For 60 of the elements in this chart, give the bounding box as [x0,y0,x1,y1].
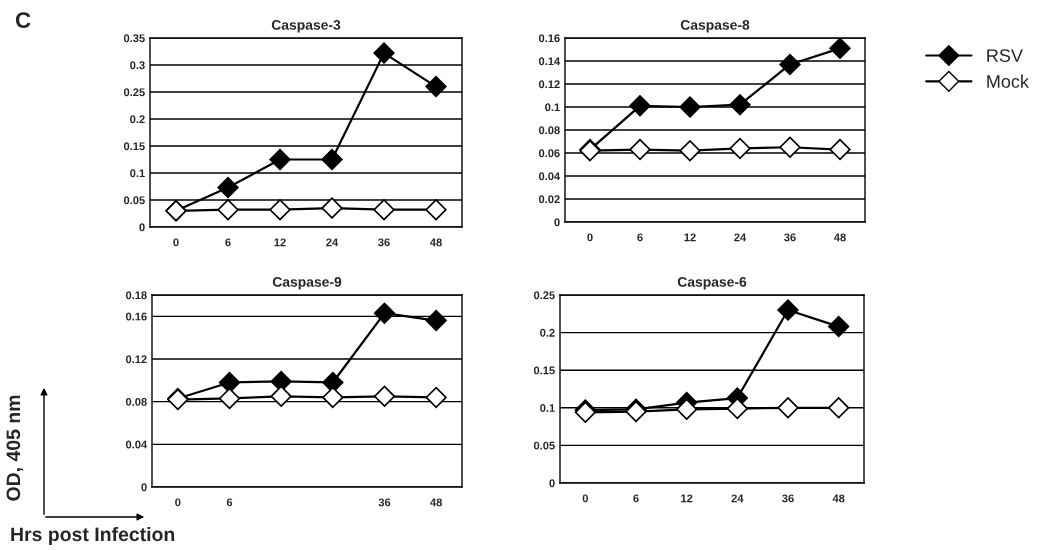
y-tick-label: 0.25 [123,88,145,97]
x-tick-label: 36 [782,494,794,503]
y-tick-label: 0.35 [123,34,145,43]
y-tick-label: 0.14 [538,57,561,66]
x-tick-label: 24 [731,494,744,503]
x-tick-label: 0 [582,494,588,503]
y-tick-label: 0 [554,218,560,227]
x-tick-label: 48 [429,238,442,247]
y-tick-label: 0.2 [130,115,145,124]
x-tick-label: 48 [430,498,443,507]
x-tick-label: 6 [225,238,231,247]
y-tick-label: 0.08 [538,126,560,135]
x-tick-label: 24 [734,233,747,242]
y-tick-label: 0.05 [533,441,555,450]
x-tick-label: 0 [587,233,593,242]
x-tick-label: 12 [681,494,693,503]
y-tick-label: 0.16 [538,34,560,43]
y-axis-title: OD, 405 nm [6,395,24,501]
x-tick-label: 0 [173,238,179,247]
x-tick-label: 0 [175,498,181,507]
y-tick-label: 0.15 [533,366,555,375]
chart-title: Caspase-6 [677,276,747,290]
x-tick-label: 12 [684,233,696,242]
x-tick-label: 36 [378,238,390,247]
y-tick-label: 0.04 [538,172,561,181]
y-tick-label: 0 [141,483,147,492]
y-tick-label: 0.25 [533,291,555,300]
y-tick-label: 0.12 [125,355,147,364]
y-tick-label: 0.04 [125,440,148,449]
x-tick-label: 6 [226,498,233,507]
x-tick-label: 48 [832,494,845,503]
legend-label: RSV [987,49,1023,62]
x-tick-label: 36 [378,498,391,507]
y-tick-label: 0.05 [123,196,145,205]
y-tick-label: 0 [549,479,555,488]
y-tick-label: 0.1 [130,169,145,178]
chart-title: Caspase-8 [680,19,750,33]
y-tick-label: 0.3 [130,61,145,70]
legend-label: Mock [987,74,1029,88]
y-tick-label: 0.12 [538,80,560,89]
chart-title: Caspase-9 [272,276,342,290]
y-tick-label: 0.1 [540,404,555,412]
x-tick-label: 24 [326,238,339,247]
y-tick-label: 0.16 [125,312,147,321]
y-tick-label: 0.06 [538,149,560,158]
y-tick-label: 0 [139,223,145,232]
y-tick-label: 0.18 [125,291,147,300]
text: C [15,12,31,28]
x-tick-label: 36 [784,233,796,242]
y-tick-label: 0.15 [123,142,145,151]
chart-title: Caspase-3 [271,19,341,33]
y-tick-label: 0.08 [125,397,147,406]
y-tick-label: 0.2 [540,328,555,337]
x-tick-label: 6 [637,233,643,242]
x-axis-title: Hrs post Infection [11,526,175,546]
y-tick-label: 0.02 [538,195,560,204]
x-tick-label: 6 [633,494,639,503]
x-tick-label: 12 [274,238,286,247]
y-tick-label: 0.1 [545,103,560,112]
x-tick-label: 48 [833,233,846,242]
